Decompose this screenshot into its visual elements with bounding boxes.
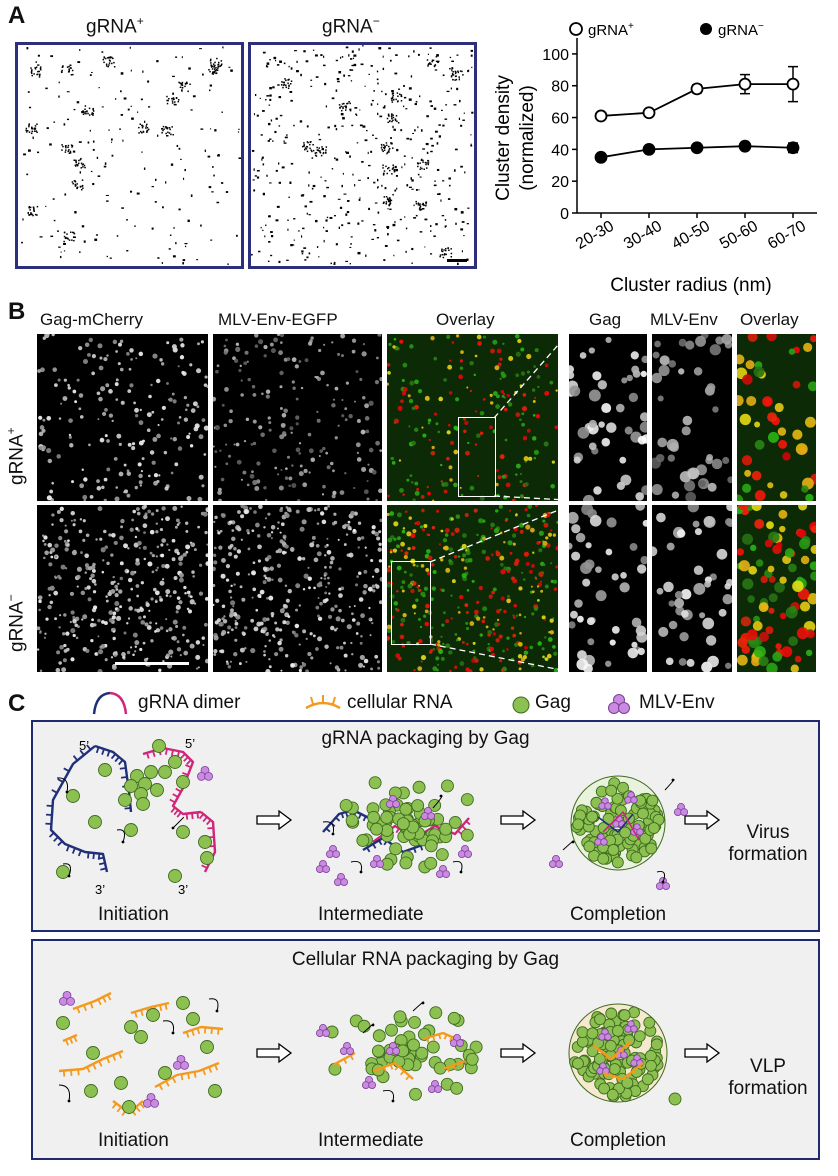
scale-bar [447, 259, 467, 262]
y-axis-label-2: (normalized) [517, 85, 538, 191]
micrograph-overlay-grna-minus [387, 505, 558, 672]
data-point [786, 141, 800, 155]
box1-outcome: Virus formation [728, 822, 808, 865]
legend-marker-open [569, 22, 583, 36]
data-point [690, 141, 704, 155]
legend-label-grna-plus: gRNA+ [588, 21, 634, 39]
y-axis-label: Cluster density [493, 75, 514, 201]
micrograph-gag-grna-plus [37, 334, 208, 501]
strand-end-label: 5’ [79, 738, 89, 753]
strand-end-label: 3’ [95, 882, 105, 897]
zoom-gag-grna-plus [569, 334, 647, 501]
col-title-mlv-env-egfp: MLV-Env-EGFP [218, 310, 338, 329]
data-point [738, 77, 752, 91]
col-title-gag-mcherry: Gag-mCherry [40, 310, 143, 329]
data-point [786, 77, 800, 91]
box2-stage-completion: Completion [570, 1130, 667, 1151]
zoom-box-plus [458, 417, 496, 497]
grna-packaging-box: gRNA packaging by Gag 5’ 5’ 3’ 3’ Initiatio… [31, 720, 820, 932]
data-point [594, 109, 608, 123]
col-title-mlv-env-zoom: MLV-Env [650, 310, 718, 329]
grna-packaging-scheme: 5’ 5’ 3’ 3’ [45, 736, 721, 897]
x-axis-label: Cluster radius (nm) [610, 275, 772, 296]
grna-dimer-icon [92, 691, 128, 715]
box2-stage-intermediate: Intermediate [318, 1130, 424, 1151]
panel-b-label: B [8, 298, 26, 325]
box1-title: gRNA packaging by Gag [321, 728, 530, 749]
y-tick-label: 0 [560, 206, 569, 223]
panel-a-label: A [8, 2, 26, 29]
box2-title: Cellular RNA packaging by Gag [291, 949, 560, 970]
chart-legend: gRNA+ gRNA− [569, 21, 764, 39]
legend-gag: Gag [535, 692, 571, 713]
zoom-env-grna-plus [652, 334, 732, 501]
cellular-rna-icon [305, 695, 341, 710]
cellular-rna-packaging-box: Cellular RNA packaging by Gag Initiation… [31, 939, 820, 1160]
image-title-grna-minus: gRNA− [322, 14, 380, 38]
strand-end-label: 3’ [178, 882, 188, 897]
y-tick-label: 40 [551, 142, 569, 159]
cluster-dots-plus [21, 46, 241, 266]
legend-grna-dimer: gRNA dimer [138, 692, 241, 713]
micrograph-overlay-grna-plus [387, 334, 558, 501]
chart-series [594, 65, 800, 164]
scale-bar-b [115, 662, 189, 665]
data-point [690, 82, 704, 96]
cellular-packaging-scheme [56, 991, 721, 1116]
box2-outcome: VLP formation [728, 1056, 808, 1099]
cluster-image-grna-minus [248, 42, 477, 269]
y-tick-label: 20 [551, 174, 569, 191]
zoom-gag-grna-minus [569, 505, 647, 672]
data-point [594, 150, 608, 164]
col-title-gag-zoom: Gag [589, 310, 622, 329]
data-point [738, 139, 752, 153]
image-title-grna-plus: gRNA+ [86, 14, 144, 38]
y-tick-label: 100 [542, 47, 569, 64]
data-point [642, 142, 656, 156]
micrograph-env-grna-plus [213, 334, 382, 501]
cluster-image-grna-plus [15, 42, 244, 269]
micrograph-gag-grna-minus [37, 505, 208, 672]
strand-end-label: 5’ [185, 736, 195, 751]
zoom-guide-lines [0, 0, 838, 700]
mlv-env-icon [608, 694, 630, 714]
box2-stage-initiation: Initiation [98, 1130, 169, 1151]
legend-cellular-rna: cellular RNA [347, 692, 453, 713]
zoom-overlay-grna-plus [737, 334, 816, 501]
zoom-env-grna-minus [652, 505, 732, 672]
col-title-overlay-zoom: Overlay [740, 310, 799, 329]
micrograph-env-grna-minus [213, 505, 382, 672]
legend-label-grna-minus: gRNA− [718, 21, 764, 39]
legend-mlv-env: MLV-Env [639, 692, 715, 713]
legend-marker-filled [700, 23, 712, 35]
gag-icon [512, 696, 530, 714]
col-title-overlay: Overlay [436, 310, 495, 329]
data-point [642, 106, 656, 120]
y-tick-label: 80 [551, 79, 569, 96]
y-tick-label: 60 [551, 111, 569, 128]
zoom-box-minus [391, 561, 431, 645]
box1-stage-completion: Completion [570, 904, 667, 925]
box1-stage-intermediate: Intermediate [318, 904, 424, 925]
panel-c-label: C [8, 690, 26, 717]
box1-stage-initiation: Initiation [98, 904, 169, 925]
zoom-overlay-grna-minus [737, 505, 816, 672]
cluster-dots-minus [251, 45, 474, 266]
